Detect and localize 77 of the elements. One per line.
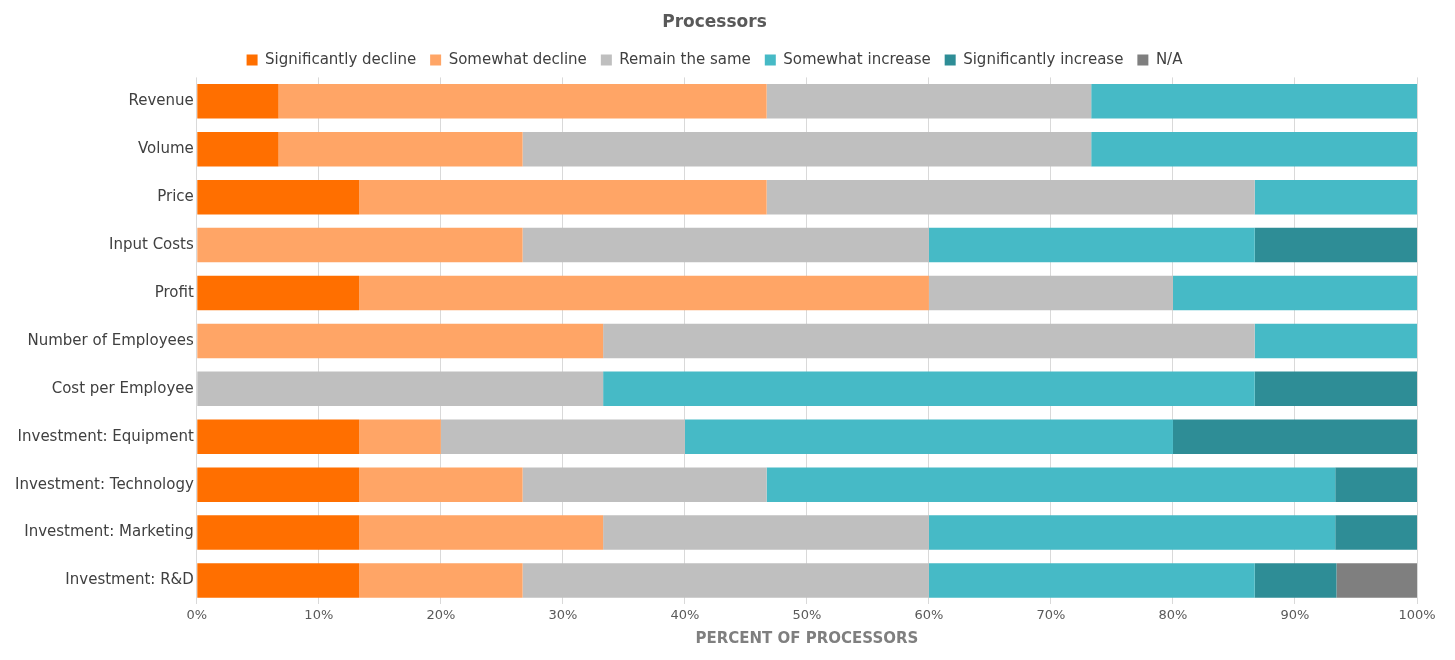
x-tick-label: 100% <box>1398 606 1436 622</box>
bar <box>197 132 279 167</box>
legend-label: N/A <box>1155 49 1184 68</box>
bar <box>278 84 767 119</box>
bar <box>766 179 1255 215</box>
x-tick-label: 70% <box>1036 606 1066 622</box>
x-tick-label: 40% <box>670 606 700 622</box>
bar <box>522 467 767 502</box>
bar <box>359 515 604 550</box>
bar <box>197 515 360 550</box>
bar <box>278 132 523 167</box>
bar <box>1172 419 1417 454</box>
x-tick-label: 0% <box>186 606 208 622</box>
y-tick-label: Investment: Technology <box>14 474 194 493</box>
bar <box>928 515 1336 550</box>
bar <box>766 467 1336 502</box>
y-tick-label: Investment: R&D <box>65 570 194 589</box>
x-tick-label: 30% <box>548 606 578 622</box>
legend-label: Significantly decline <box>265 49 417 68</box>
bar <box>359 563 523 598</box>
y-tick-label: Investment: Equipment <box>17 426 194 445</box>
bar <box>197 84 279 119</box>
bar <box>1254 323 1417 359</box>
x-tick-label: 80% <box>1158 606 1188 622</box>
chart-title: Processors <box>662 10 767 31</box>
bar <box>1254 563 1337 598</box>
bar <box>1091 84 1417 119</box>
bar <box>1335 467 1417 502</box>
legend-label: Somewhat decline <box>448 49 587 68</box>
bar <box>522 132 1092 167</box>
y-tick-label: Revenue <box>128 91 194 110</box>
bar <box>928 227 1255 263</box>
x-tick-label: 90% <box>1280 606 1310 622</box>
bar <box>766 84 1092 119</box>
bar <box>603 515 929 550</box>
bar <box>522 563 929 598</box>
bar <box>197 323 604 359</box>
bar <box>928 275 1173 311</box>
bar <box>1254 179 1417 215</box>
bar <box>1254 227 1417 263</box>
bar <box>197 563 360 598</box>
bar <box>197 275 360 311</box>
bar <box>197 467 360 502</box>
bar <box>1335 515 1417 550</box>
bar <box>1336 563 1417 598</box>
y-tick-label: Price <box>157 187 194 206</box>
bar <box>359 467 523 502</box>
y-tick-label: Input Costs <box>109 234 194 253</box>
bar <box>197 227 523 263</box>
bar <box>603 371 1255 407</box>
x-tick-label: 20% <box>426 606 456 622</box>
x-axis-title: PERCENT OF PROCESSORS <box>695 628 919 647</box>
bar <box>359 179 767 215</box>
y-tick-label: Investment: Marketing <box>24 522 194 541</box>
legend-label: Significantly increase <box>963 49 1124 68</box>
bar <box>197 419 360 454</box>
bar <box>603 323 1255 359</box>
bar <box>197 371 604 407</box>
legend-label: Somewhat increase <box>783 49 931 68</box>
bar <box>1254 371 1417 407</box>
bar <box>1172 275 1417 311</box>
bar <box>1091 132 1417 167</box>
bar <box>197 179 360 215</box>
x-tick-label: 50% <box>792 606 822 622</box>
x-tick-label: 60% <box>914 606 944 622</box>
bar <box>522 227 929 263</box>
bar <box>928 563 1255 598</box>
bar <box>684 419 1173 454</box>
x-tick-label: 10% <box>304 606 334 622</box>
y-tick-label: Cost per Employee <box>51 378 194 397</box>
y-tick-label: Number of Employees <box>27 330 194 349</box>
bar <box>440 419 685 454</box>
y-tick-label: Volume <box>138 139 194 158</box>
bar <box>359 275 929 311</box>
y-tick-label: Profit <box>154 282 194 301</box>
legend-label: Remain the same <box>619 49 751 68</box>
bar <box>359 419 441 454</box>
